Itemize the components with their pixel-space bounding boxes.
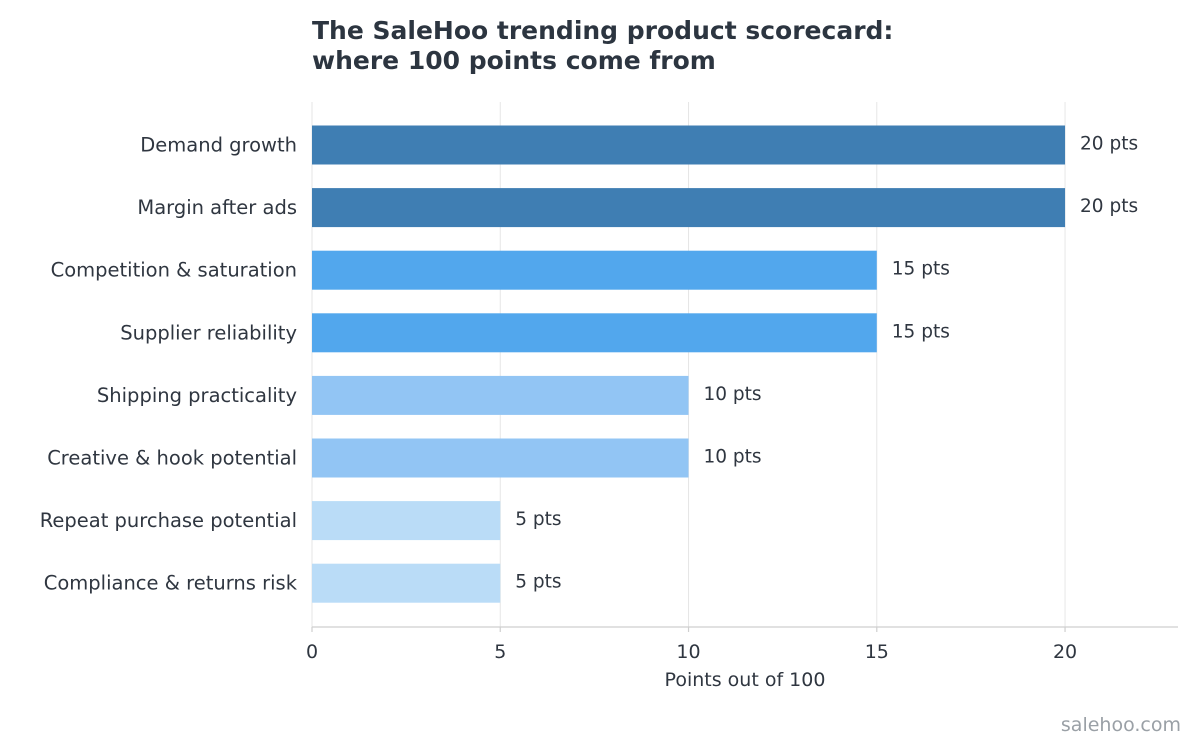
value-label-demand-growth: 20 pts	[1080, 134, 1138, 155]
bar-shipping-practicality	[312, 375, 689, 415]
value-label-supplier-reliability: 15 pts	[892, 321, 950, 342]
bars	[312, 125, 1066, 603]
value-label-margin-after-ads: 20 pts	[1080, 196, 1138, 217]
grid-lines	[311, 102, 1066, 627]
value-label-creative-hook-potential: 10 pts	[704, 447, 762, 468]
category-label-margin-after-ads: Margin after ads	[137, 196, 297, 219]
bar-competition-saturation	[312, 250, 877, 290]
bar-creative-hook-potential	[312, 438, 689, 478]
chart-title-line-2: where 100 points come from	[312, 46, 716, 75]
x-tick-label-15: 15	[865, 641, 889, 663]
chart-title: The SaleHoo trending product scorecard: …	[312, 16, 893, 76]
x-tick-label-0: 0	[306, 641, 318, 663]
x-tick-label-5: 5	[494, 641, 506, 663]
bar-supplier-reliability	[312, 313, 877, 353]
category-label-shipping-practicality: Shipping practicality	[97, 384, 297, 407]
category-label-competition-saturation: Competition & saturation	[51, 259, 297, 282]
x-tick-label-10: 10	[676, 641, 700, 663]
value-label-shipping-practicality: 10 pts	[704, 384, 762, 405]
value-label-competition-saturation: 15 pts	[892, 259, 950, 280]
source-label: salehoo.com	[1060, 714, 1181, 736]
value-label-compliance-returns-risk: 5 pts	[515, 572, 561, 593]
x-axis: 0 5 10 15 20 Points out of 100	[306, 626, 1178, 691]
bar-repeat-purchase-potential	[312, 501, 501, 541]
category-label-repeat-purchase-potential: Repeat purchase potential	[40, 509, 297, 532]
bar-compliance-returns-risk	[312, 563, 501, 603]
bar-margin-after-ads	[312, 188, 1066, 228]
bar-demand-growth	[312, 125, 1066, 165]
value-label-repeat-purchase-potential: 5 pts	[515, 509, 561, 530]
category-label-creative-hook-potential: Creative & hook potential	[47, 447, 297, 470]
category-label-demand-growth: Demand growth	[140, 134, 297, 157]
value-labels: 20 pts 20 pts 15 pts 15 pts 10 pts 10 pts 5 pt…	[515, 134, 1138, 593]
category-labels: Demand growth Margin after ads Competition…	[40, 134, 298, 595]
x-axis-title: Points out of 100	[665, 669, 826, 691]
chart-title-line-1: The SaleHoo trending product scorecard:	[312, 16, 894, 45]
category-label-compliance-returns-risk: Compliance & returns risk	[44, 572, 298, 595]
x-tick-label-20: 20	[1053, 641, 1077, 663]
category-label-supplier-reliability: Supplier reliability	[120, 321, 297, 344]
